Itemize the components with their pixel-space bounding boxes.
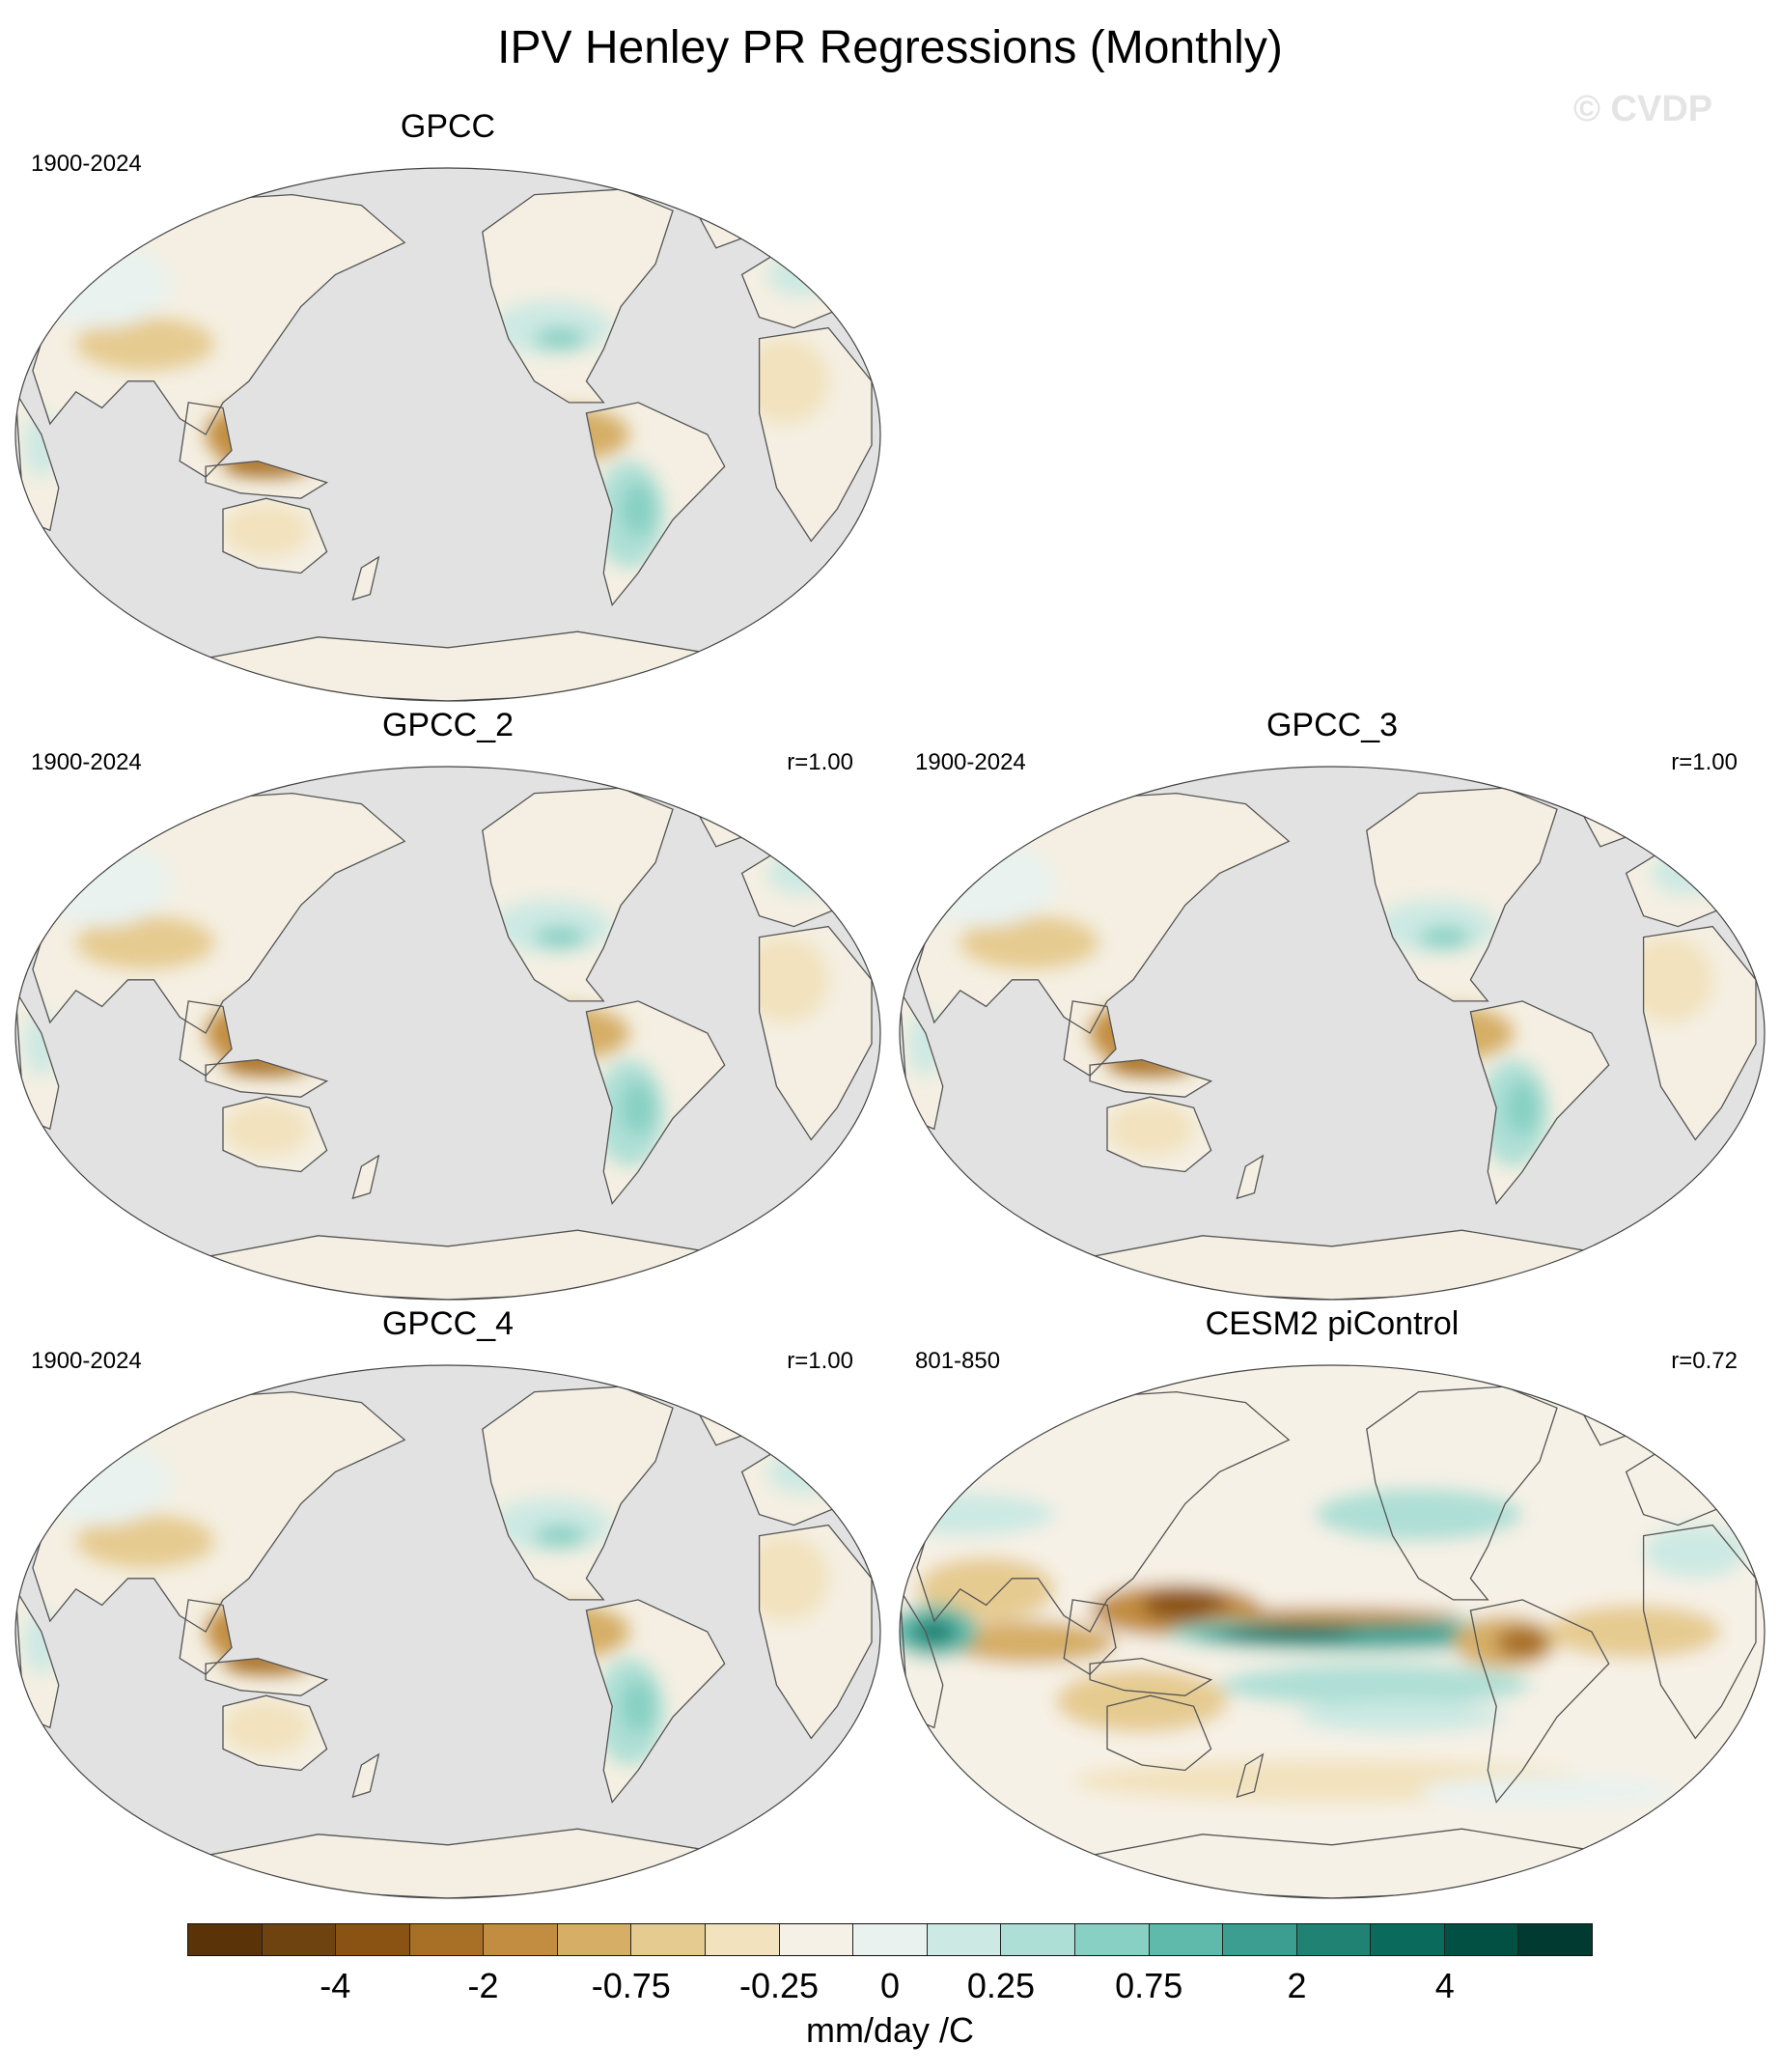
panel-correlation: r=1.00 xyxy=(787,1348,853,1374)
colorbar-cell xyxy=(631,1924,707,1955)
colorbar-cell xyxy=(262,1924,337,1955)
panel-correlation: r=1.00 xyxy=(787,749,853,775)
panel-years: 801-850 xyxy=(915,1348,1001,1374)
colorbar-tick-label: 4 xyxy=(1434,1966,1455,2005)
panel-years: 1900-2024 xyxy=(915,749,1026,775)
colorbar-tick-label: 0.25 xyxy=(966,1966,1035,2005)
colorbar-cell xyxy=(779,1924,854,1955)
colorbar-tick-label: -4 xyxy=(320,1966,351,2005)
colorbar-cell xyxy=(853,1924,928,1955)
colorbar-tick-label: 2 xyxy=(1287,1966,1307,2005)
colorbar-tick-label: -0.25 xyxy=(739,1966,820,2005)
panel-title: GPCC xyxy=(400,108,496,145)
colorbar-cell xyxy=(1074,1924,1150,1955)
colorbar-cell xyxy=(557,1924,632,1955)
colorbar-cell xyxy=(1149,1924,1224,1955)
colorbar-cell xyxy=(927,1924,1002,1955)
colorbar-cell xyxy=(1444,1924,1519,1955)
colorbar-cell xyxy=(1296,1924,1372,1955)
panel-title: GPCC_4 xyxy=(381,1305,515,1342)
colorbar-tick-label: 0 xyxy=(879,1966,901,2005)
world-map xyxy=(14,167,881,702)
map-panel: GPCC_4 1900-2024 r=1.00 xyxy=(14,1305,882,1899)
world-map xyxy=(899,766,1766,1301)
colorbar xyxy=(187,1923,1593,1956)
colorbar-cell xyxy=(1371,1924,1445,1955)
world-map xyxy=(899,1364,1766,1899)
world-map xyxy=(14,1364,881,1899)
panel-years: 1900-2024 xyxy=(31,1348,142,1374)
panel-correlation: r=0.72 xyxy=(1671,1348,1738,1374)
colorbar-cell xyxy=(1518,1924,1592,1955)
map-panel: GPCC_3 1900-2024 r=1.00 xyxy=(898,707,1766,1301)
panel-correlation: r=1.00 xyxy=(1671,749,1738,775)
panel-years: 1900-2024 xyxy=(31,151,142,177)
map-panel: CESM2 piControl 801-850 r=0.72 xyxy=(898,1305,1766,1899)
colorbar-tick-label: 0.75 xyxy=(1115,1966,1183,2005)
panel-years: 1900-2024 xyxy=(31,749,142,775)
colorbar-cell xyxy=(1223,1924,1297,1955)
colorbar-cell xyxy=(1001,1924,1075,1955)
panel-title: CESM2 piControl xyxy=(1205,1305,1460,1342)
colorbar-cell xyxy=(706,1924,780,1955)
colorbar-tick-label: -2 xyxy=(467,1966,499,2005)
colorbar-tick-label: -0.75 xyxy=(591,1966,671,2005)
world-map xyxy=(14,766,881,1301)
figure-title: IPV Henley PR Regressions (Monthly) xyxy=(497,22,1283,73)
panel-title: GPCC_3 xyxy=(1265,707,1399,743)
map-panel: GPCC_2 1900-2024 r=1.00 xyxy=(14,707,882,1301)
panel-title: GPCC_2 xyxy=(381,707,515,743)
colorbar-cell xyxy=(336,1924,410,1955)
map-panel: GPCC 1900-2024 xyxy=(14,108,882,702)
cvdp-watermark: © CVDP xyxy=(1573,89,1713,129)
colorbar-cell xyxy=(484,1924,558,1955)
colorbar-cell xyxy=(188,1924,263,1955)
colorbar-cell xyxy=(409,1924,485,1955)
colorbar-units: mm/day /C xyxy=(805,2010,975,2050)
